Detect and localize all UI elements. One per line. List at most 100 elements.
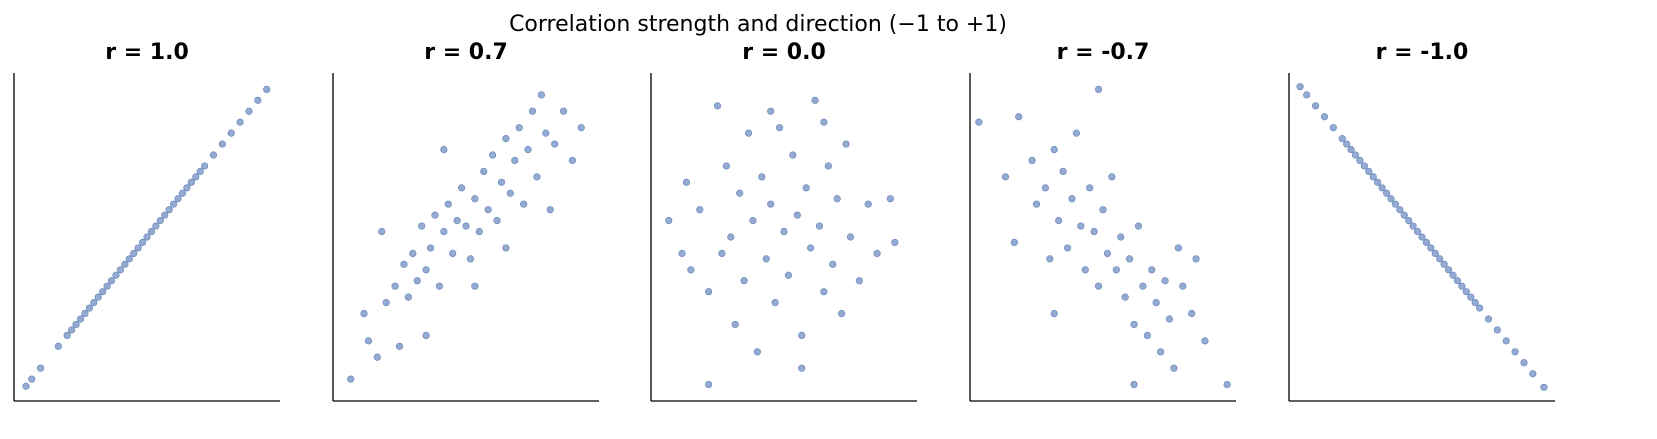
- point: [577, 124, 585, 132]
- point: [466, 255, 475, 263]
- point: [1063, 244, 1072, 252]
- point: [1502, 337, 1510, 345]
- point: [422, 331, 430, 340]
- point: [453, 217, 461, 225]
- point: [1329, 124, 1337, 132]
- point: [682, 178, 691, 186]
- point: [718, 249, 726, 257]
- point: [130, 249, 138, 257]
- point: [975, 118, 983, 126]
- point: [846, 233, 855, 241]
- point: [134, 244, 142, 252]
- point: [497, 178, 506, 186]
- point: [537, 91, 545, 99]
- point: [811, 96, 819, 104]
- point: [1050, 309, 1058, 318]
- point: [347, 375, 355, 383]
- point: [1090, 227, 1098, 236]
- point: [1320, 113, 1329, 121]
- panel-title: r = -0.7: [1057, 40, 1150, 65]
- point: [426, 244, 435, 252]
- point: [1453, 277, 1462, 285]
- point: [815, 222, 824, 230]
- panel-title: r = 0.7: [424, 40, 508, 65]
- point: [873, 249, 881, 257]
- point: [1130, 320, 1138, 329]
- point: [515, 124, 523, 132]
- point: [81, 309, 89, 318]
- point: [528, 107, 537, 115]
- point: [1409, 222, 1417, 230]
- point: [462, 222, 470, 230]
- point: [1529, 370, 1537, 378]
- point: [103, 282, 111, 290]
- point: [1444, 266, 1453, 274]
- point: [209, 151, 218, 159]
- point: [183, 184, 191, 192]
- point: [1170, 364, 1178, 372]
- point: [727, 233, 735, 241]
- point: [1396, 206, 1404, 214]
- point: [440, 227, 448, 236]
- point: [665, 217, 673, 225]
- point: [806, 244, 815, 252]
- point: [722, 162, 730, 170]
- point: [1449, 271, 1457, 279]
- point: [201, 162, 209, 170]
- point: [749, 217, 757, 225]
- point: [1121, 293, 1129, 301]
- point: [864, 200, 872, 208]
- point: [493, 217, 501, 225]
- point: [705, 381, 713, 389]
- point: [174, 195, 182, 203]
- point: [480, 167, 488, 175]
- point: [152, 222, 160, 230]
- point: [391, 282, 399, 290]
- point: [1010, 238, 1018, 247]
- point: [192, 173, 200, 181]
- point: [395, 342, 404, 350]
- point: [855, 277, 863, 285]
- point: [147, 227, 156, 236]
- point: [771, 299, 779, 307]
- point: [1378, 184, 1386, 192]
- point: [1103, 249, 1112, 257]
- point: [68, 326, 76, 334]
- point: [775, 124, 784, 132]
- point: [63, 331, 71, 340]
- point: [1086, 184, 1094, 192]
- point: [542, 129, 550, 137]
- point: [1161, 277, 1169, 285]
- point: [1458, 282, 1466, 290]
- point: [1365, 167, 1373, 175]
- point: [165, 206, 173, 214]
- point: [263, 85, 271, 93]
- point: [1338, 135, 1346, 143]
- point: [99, 288, 107, 296]
- point: [245, 107, 253, 115]
- point: [36, 364, 45, 372]
- point: [400, 260, 408, 268]
- point: [444, 200, 452, 208]
- point: [1046, 255, 1054, 263]
- point: [1130, 381, 1138, 389]
- point: [227, 129, 235, 137]
- point: [1108, 173, 1116, 181]
- point: [1059, 167, 1067, 175]
- point: [829, 260, 837, 268]
- point: [1179, 282, 1187, 290]
- point: [1356, 156, 1364, 165]
- point: [568, 156, 577, 165]
- point: [502, 244, 510, 252]
- point: [161, 211, 169, 219]
- point: [121, 260, 129, 268]
- point: [489, 151, 497, 159]
- point: [524, 145, 532, 154]
- point: [1296, 83, 1304, 91]
- point: [1413, 227, 1422, 236]
- point: [125, 255, 133, 263]
- point: [90, 299, 98, 307]
- point: [457, 184, 466, 192]
- point: [54, 342, 62, 350]
- point: [1405, 217, 1413, 225]
